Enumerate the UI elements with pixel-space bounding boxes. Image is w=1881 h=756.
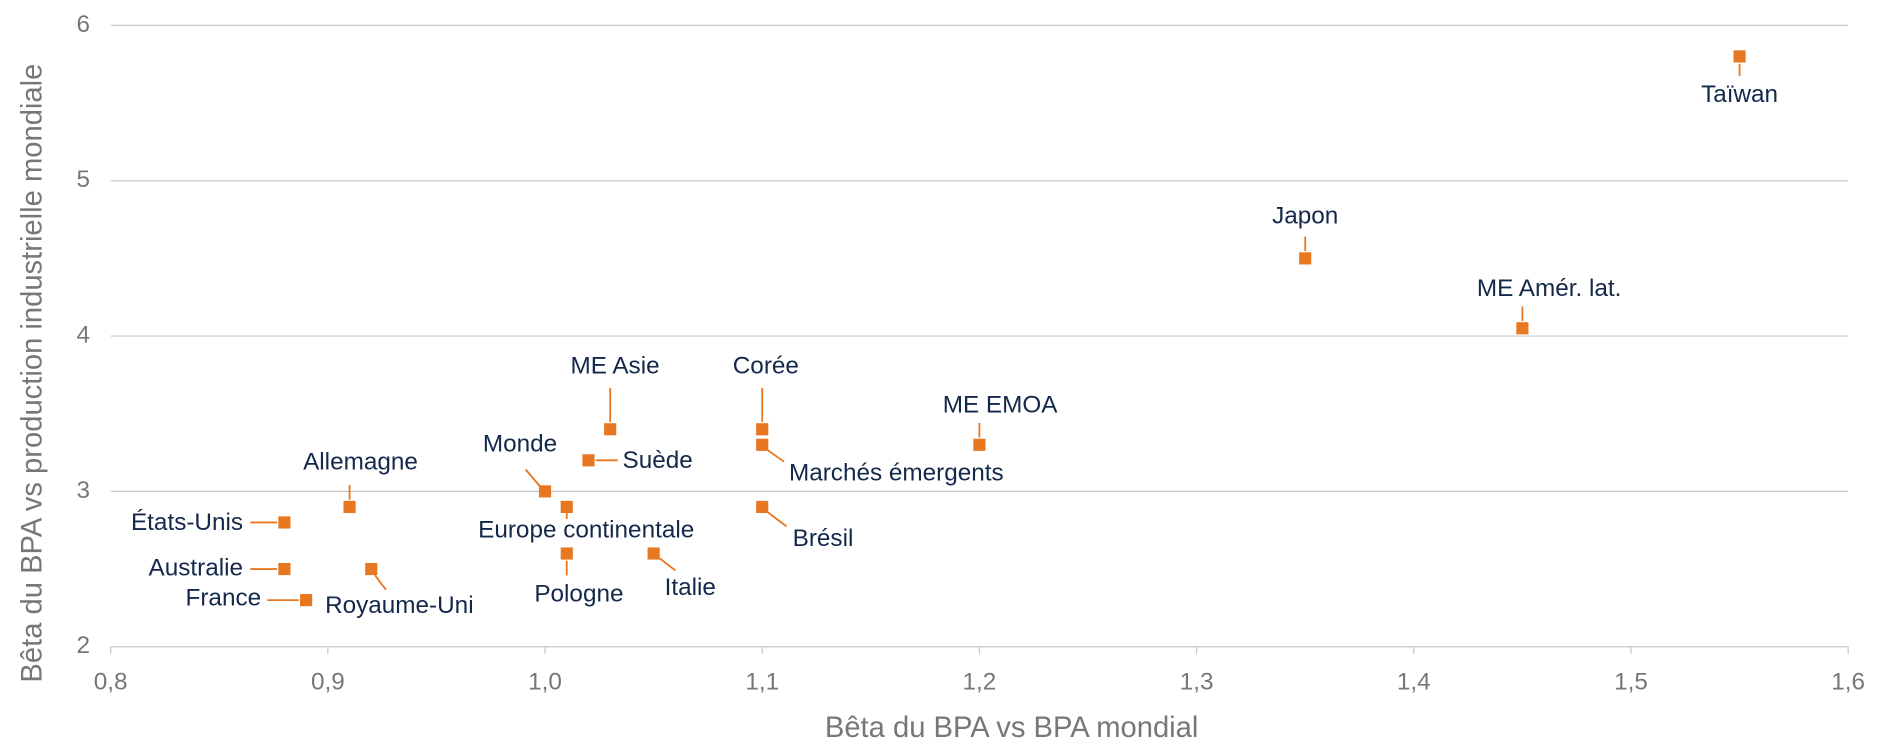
point xyxy=(538,485,552,498)
point xyxy=(300,594,313,607)
leader-line xyxy=(524,468,541,488)
y-tick-label: 4 xyxy=(76,321,90,348)
point xyxy=(278,516,291,529)
x-axis-label: Bêta du BPA vs BPA mondial xyxy=(825,712,1199,744)
point-label: Pologne xyxy=(534,580,623,607)
point-label: Europe continentale xyxy=(478,517,694,544)
point xyxy=(1733,50,1746,63)
point xyxy=(1516,322,1529,335)
point-label: Marchés émergents xyxy=(789,459,1004,486)
point xyxy=(756,500,769,513)
point-label: Suède xyxy=(623,447,693,474)
point xyxy=(278,562,291,576)
y-tick-label: 5 xyxy=(76,166,90,193)
leader-line xyxy=(374,574,387,591)
point-label: Monde xyxy=(483,431,557,458)
x-tick-label: 1,1 xyxy=(745,669,779,696)
x-tick-label: 1,3 xyxy=(1180,669,1214,696)
point xyxy=(973,438,986,451)
y-tick-label: 6 xyxy=(76,11,90,38)
point-label: Royaume-Uni xyxy=(325,592,474,619)
point-label: Corée xyxy=(733,353,799,380)
leader-line xyxy=(766,448,785,463)
x-tick-label: 1,4 xyxy=(1397,669,1431,696)
point-label: Taïwan xyxy=(1701,81,1778,108)
point-label: Italie xyxy=(665,574,716,601)
point xyxy=(756,438,769,451)
point xyxy=(604,423,617,436)
point xyxy=(1299,252,1312,265)
point-label: Australie xyxy=(149,554,244,581)
x-tick-label: 1,5 xyxy=(1614,669,1648,696)
x-tick-label: 1,2 xyxy=(963,669,997,696)
point-label: Brésil xyxy=(793,525,854,552)
leader-line xyxy=(659,557,677,572)
point xyxy=(647,547,660,560)
x-tick-label: 0,9 xyxy=(311,669,345,696)
point-label: ME Amér. lat. xyxy=(1477,275,1621,302)
y-tick-label: 3 xyxy=(76,477,90,504)
leader-line xyxy=(766,511,788,528)
point-label: Japon xyxy=(1272,202,1338,229)
point-label: Allemagne xyxy=(303,449,418,476)
point-label: ME EMOA xyxy=(943,391,1059,418)
x-tick-label: 0,8 xyxy=(94,669,128,696)
point xyxy=(560,547,573,560)
x-tick-label: 1,0 xyxy=(528,669,562,696)
y-axis-label: Bêta du BPA vs production industrielle m… xyxy=(17,64,49,683)
point-label: France xyxy=(186,584,262,611)
point xyxy=(756,423,769,436)
point xyxy=(365,562,378,576)
point-label: ME Asie xyxy=(570,353,659,380)
y-tick-label: 2 xyxy=(76,632,90,659)
point xyxy=(560,500,573,513)
point xyxy=(343,500,356,513)
x-tick-label: 1,6 xyxy=(1831,669,1865,696)
point xyxy=(582,454,595,467)
point-label: États-Unis xyxy=(131,509,243,536)
